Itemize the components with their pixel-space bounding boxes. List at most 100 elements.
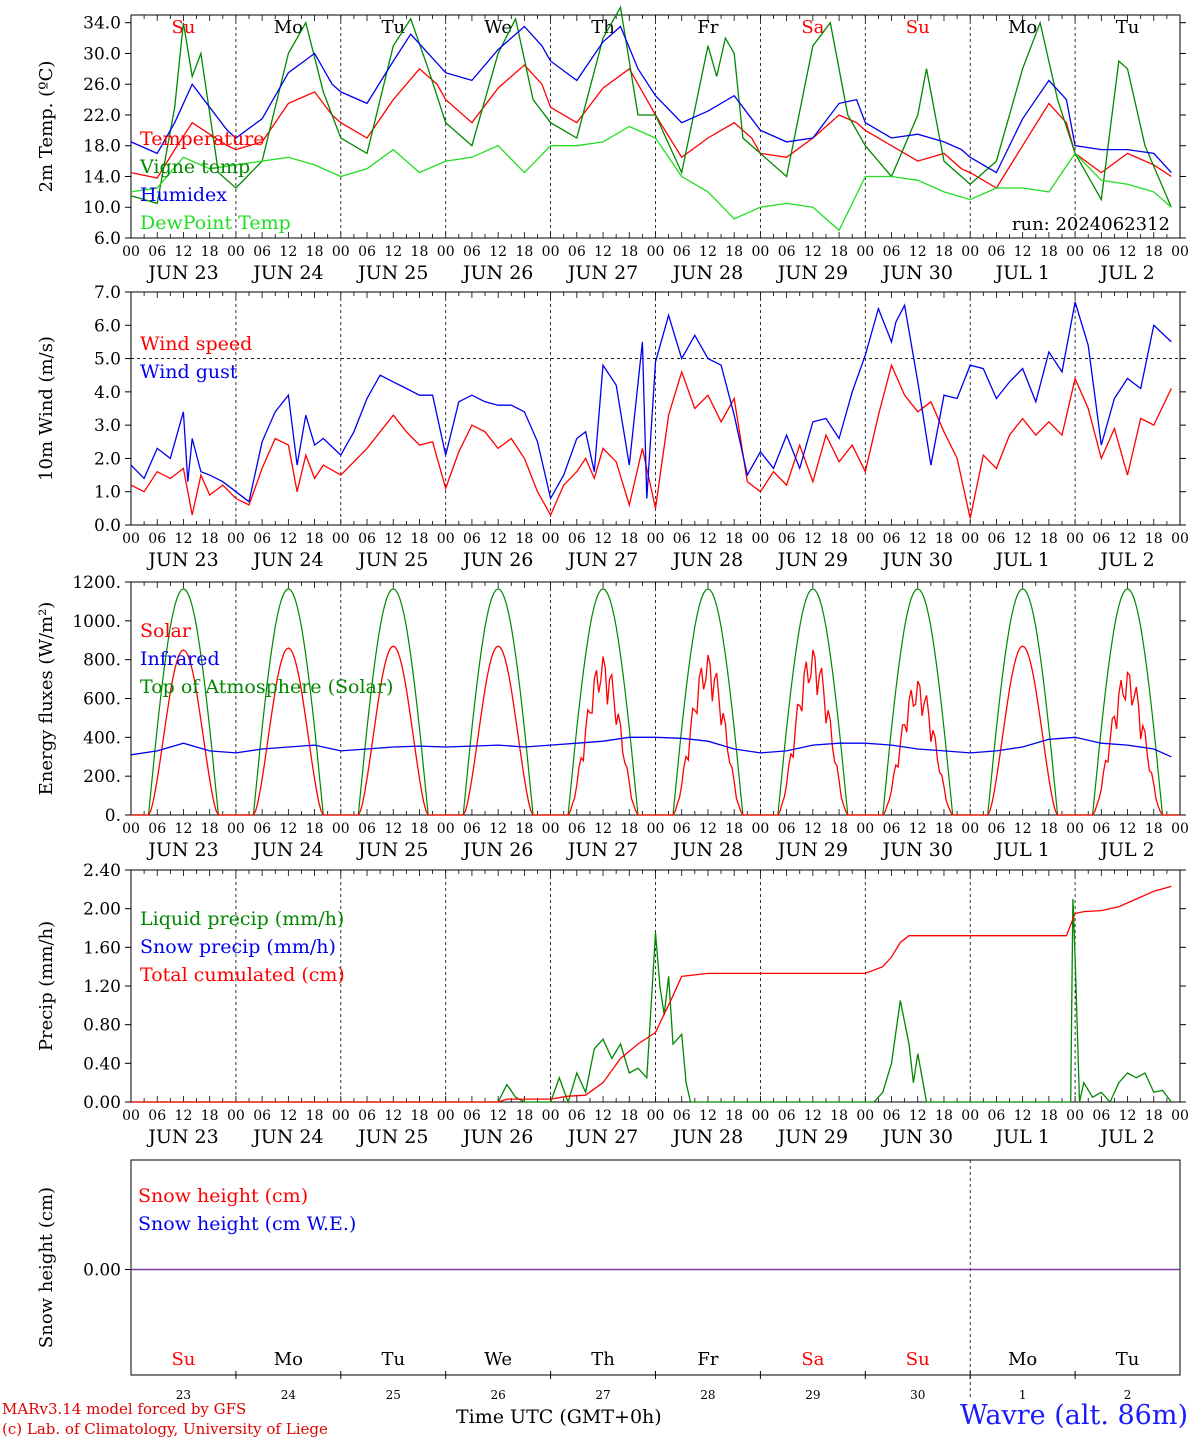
x-hour-label: 00: [437, 531, 455, 547]
y-tick-label: 800.: [83, 651, 121, 671]
legend-entry: Top of Atmosphere (Solar): [140, 676, 393, 698]
x-hour-label: 00: [542, 821, 560, 837]
y-tick-label: 6.0: [94, 229, 121, 249]
x-hour-label: 12: [1119, 244, 1137, 260]
day-number-label: 1: [1019, 1388, 1027, 1400]
x-date-label: JUN 26: [461, 839, 533, 861]
y-tick-label: 2.00: [83, 900, 121, 920]
x-hour-label: 06: [673, 1108, 691, 1124]
y-tick-label: 4.0: [94, 383, 121, 403]
x-hour-label: 06: [463, 821, 481, 837]
x-date-label: JUN 30: [881, 839, 953, 861]
x-hour-label: 06: [883, 821, 901, 837]
legend-entry: Total cumulated (cm): [140, 964, 345, 986]
y-tick-label: 1.60: [83, 938, 121, 958]
x-hour-label: 06: [148, 244, 166, 260]
legend-entry: Temperature: [140, 128, 264, 150]
x-date-label: JUN 27: [566, 262, 638, 284]
x-hour-label: 18: [411, 244, 429, 260]
x-date-label: JUN 26: [461, 549, 533, 571]
x-date-label: JUN 27: [566, 549, 638, 571]
x-hour-label: 12: [909, 531, 927, 547]
x-hour-label: 12: [384, 821, 402, 837]
day-number-label: 2: [1124, 1388, 1132, 1400]
x-hour-label: 18: [411, 1108, 429, 1124]
x-hour-label: 18: [201, 821, 219, 837]
weekday-label: Mo: [1008, 1349, 1037, 1370]
y-tick-label: 0.00: [83, 1261, 121, 1281]
x-hour-label: 12: [804, 1108, 822, 1124]
x-hour-label: 00: [437, 1108, 455, 1124]
x-hour-label: 06: [778, 821, 796, 837]
x-hour-label: 00: [856, 244, 874, 260]
x-hour-label: 00: [122, 244, 140, 260]
x-hour-label: 06: [673, 531, 691, 547]
x-hour-label: 12: [804, 244, 822, 260]
y-tick-label: 0.40: [83, 1054, 121, 1074]
x-hour-label: 06: [148, 821, 166, 837]
x-hour-label: 00: [751, 1108, 769, 1124]
x-hour-label: 12: [699, 821, 717, 837]
x-hour-label: 06: [463, 531, 481, 547]
y-tick-label: 34.0: [83, 14, 121, 34]
x-hour-label: 00: [542, 1108, 560, 1124]
x-hour-label: 18: [1145, 821, 1163, 837]
x-hour-label: 12: [175, 821, 193, 837]
weekday-label: Su: [906, 17, 930, 38]
x-hour-label: 12: [909, 1108, 927, 1124]
x-hour-label: 12: [175, 531, 193, 547]
x-hour-label: 06: [1092, 531, 1110, 547]
x-hour-label: 00: [751, 821, 769, 837]
x-hour-label: 06: [778, 244, 796, 260]
x-hour-label: 00: [122, 821, 140, 837]
x-hour-label: 18: [620, 531, 638, 547]
x-date-label: JUN 28: [671, 839, 743, 861]
day-number-label: 25: [386, 1388, 401, 1400]
x-date-label: JUL 2: [1098, 839, 1154, 861]
x-hour-label: 06: [358, 531, 376, 547]
weekday-label: Tu: [381, 1349, 405, 1370]
x-hour-label: 06: [463, 244, 481, 260]
x-hour-label: 00: [1066, 244, 1084, 260]
x-hour-label: 18: [201, 1108, 219, 1124]
x-hour-label: 12: [279, 531, 297, 547]
x-date-label: JUN 24: [251, 549, 323, 571]
legend-entry: Wind speed: [140, 333, 252, 355]
x-date-label: JUN 29: [776, 549, 848, 571]
x-date-label: JUN 24: [251, 262, 323, 284]
y-tick-label: 0.0: [94, 516, 121, 536]
x-hour-label: 00: [856, 531, 874, 547]
x-hour-label: 00: [1171, 531, 1189, 547]
x-date-label: JUN 30: [881, 262, 953, 284]
x-date-label: JUN 26: [461, 262, 533, 284]
x-hour-label: 00: [332, 531, 350, 547]
x-hour-label: 18: [620, 244, 638, 260]
x-hour-label: 06: [148, 1108, 166, 1124]
weekday-label: We: [484, 1349, 512, 1370]
x-hour-label: 12: [1014, 1108, 1032, 1124]
series-line-liquid-precip-mm-h: [131, 898, 1172, 1105]
x-hour-label: 06: [148, 531, 166, 547]
y-tick-label: 1000.: [72, 612, 121, 632]
x-date-label: JUN 23: [146, 262, 218, 284]
series-line-humidex: [130, 25, 1172, 174]
plot-frame-temperature: [130, 14, 1181, 239]
x-hour-label: 12: [594, 244, 612, 260]
lab-credit: (c) Lab. of Climatology, University of L…: [2, 1420, 328, 1438]
x-hour-label: 12: [1119, 531, 1137, 547]
x-hour-label: 18: [1040, 821, 1058, 837]
x-hour-label: 00: [227, 1108, 245, 1124]
x-hour-label: 00: [961, 1108, 979, 1124]
x-date-label: JUN 29: [776, 839, 848, 861]
y-tick-label: 1200.: [72, 573, 121, 593]
x-hour-label: 12: [1014, 244, 1032, 260]
x-date-label: JUN 27: [566, 839, 638, 861]
x-hour-label: 00: [437, 821, 455, 837]
x-hour-label: 12: [1014, 821, 1032, 837]
x-date-label: JUL 1: [993, 549, 1049, 571]
x-hour-label: 06: [883, 531, 901, 547]
x-hour-label: 00: [647, 531, 665, 547]
x-hour-label: 18: [830, 821, 848, 837]
x-hour-label: 12: [594, 1108, 612, 1124]
x-hour-label: 06: [988, 531, 1006, 547]
